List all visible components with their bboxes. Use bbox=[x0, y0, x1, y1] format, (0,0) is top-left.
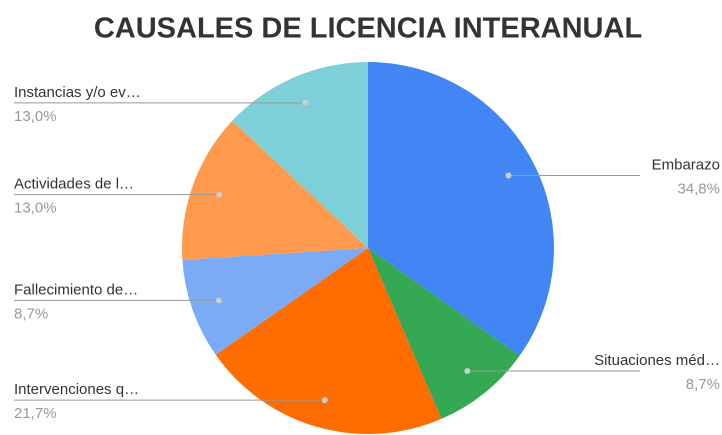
pie-slice bbox=[182, 120, 368, 260]
slice-value-label: 13,0% bbox=[14, 200, 57, 217]
slice-label: Instancias y/o ev… bbox=[14, 84, 141, 101]
slice-value-label: 8,7% bbox=[14, 305, 48, 322]
slice-label: Fallecimiento de… bbox=[14, 281, 138, 298]
slice-value-label: 34,8% bbox=[677, 180, 720, 197]
leader-dot bbox=[464, 368, 471, 375]
leader-dot bbox=[216, 191, 223, 198]
slice-label: Intervenciones q… bbox=[14, 381, 139, 398]
leader-dot bbox=[505, 172, 512, 179]
leader-dot bbox=[215, 297, 222, 304]
slice-label: Situaciones méd… bbox=[594, 352, 720, 369]
pie-slice bbox=[368, 62, 554, 356]
slice-label: Embarazo bbox=[652, 156, 720, 173]
pie-slice bbox=[215, 248, 442, 434]
leader-dot bbox=[321, 397, 328, 404]
slice-value-label: 13,0% bbox=[14, 108, 57, 125]
chart-title: CAUSALES DE LICENCIA INTERANUAL bbox=[94, 13, 642, 45]
slice-value-label: 8,7% bbox=[686, 376, 720, 393]
leader-dot bbox=[302, 99, 309, 106]
pie-slice bbox=[182, 248, 368, 355]
pie-slice bbox=[232, 62, 368, 248]
slice-label: Actividades de l… bbox=[14, 176, 134, 193]
pie-slice bbox=[368, 248, 520, 419]
slice-value-label: 21,7% bbox=[14, 405, 57, 422]
